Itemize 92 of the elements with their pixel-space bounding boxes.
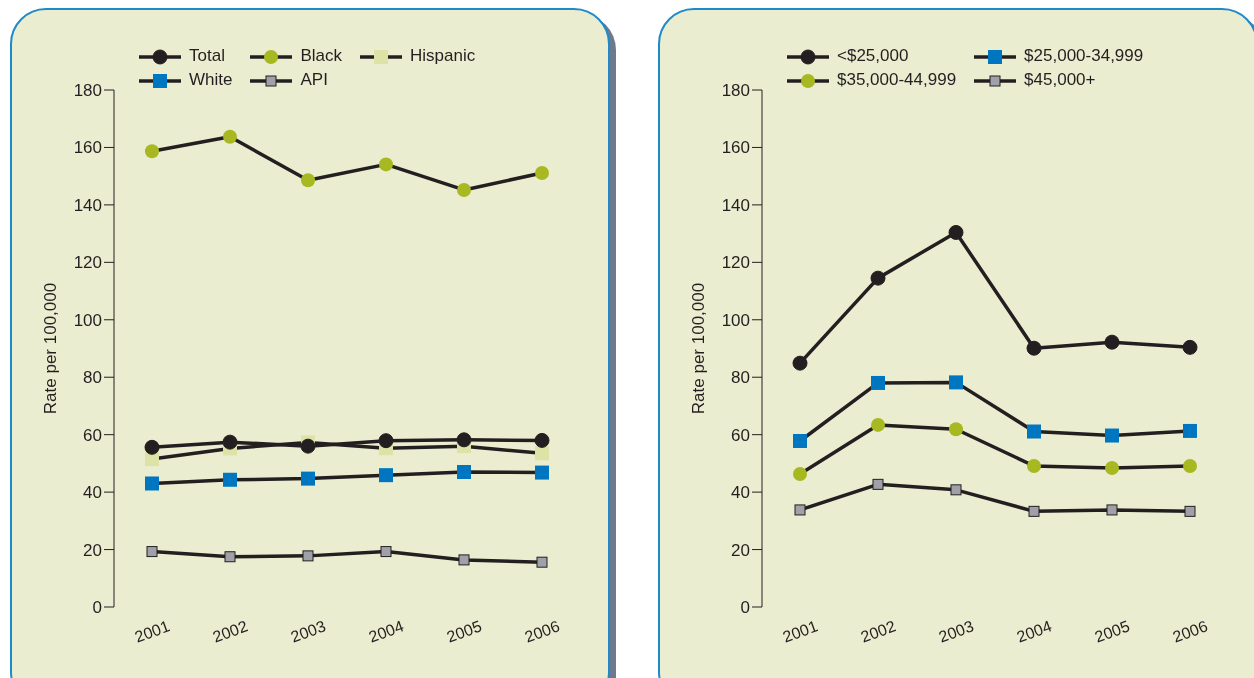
point: [950, 484, 962, 496]
x-tick-label: 2003: [936, 617, 976, 646]
point: [1106, 504, 1118, 516]
point: [1027, 458, 1041, 473]
x-tick-label: 2004: [366, 617, 406, 646]
y-axis-title: Rate per 100,000: [689, 282, 709, 415]
x-tick-label: 2002: [858, 617, 898, 646]
x-tick-label: 2005: [1092, 617, 1132, 646]
point: [1105, 460, 1119, 475]
legend-label: $25,000-34,999: [1023, 46, 1144, 66]
point: [301, 173, 315, 188]
point: [1027, 424, 1041, 439]
x-tick-label: 2003: [288, 617, 328, 646]
legend-label: $35,000-44,999: [836, 70, 957, 90]
point: [794, 504, 806, 516]
x-tick-label: 2001: [780, 617, 820, 646]
x-tick-label: 2006: [1170, 617, 1210, 646]
y-tick-label: 40: [731, 483, 750, 503]
legend-label: White: [188, 70, 233, 90]
point: [1182, 339, 1198, 355]
point: [1183, 458, 1197, 473]
point: [792, 355, 808, 371]
x-tick-label: 2001: [132, 617, 172, 646]
point: [1105, 428, 1119, 443]
x-tick-label: 2004: [1014, 617, 1054, 646]
point: [872, 478, 884, 490]
point: [379, 157, 393, 172]
y-tick-label: 140: [73, 195, 102, 215]
point: [223, 129, 237, 144]
point: [535, 166, 549, 181]
point: [302, 550, 314, 562]
y-tick-label: 20: [731, 540, 750, 560]
point: [456, 432, 472, 448]
point: [949, 375, 963, 390]
point: [457, 182, 471, 197]
y-tick-label: 60: [731, 425, 750, 445]
point: [871, 417, 885, 432]
point: [378, 433, 394, 449]
y-tick-label: 80: [731, 368, 750, 388]
y-tick-label: 0: [92, 598, 102, 618]
legend-label: Black: [299, 46, 343, 66]
point: [145, 144, 159, 159]
legend-label: Total: [188, 46, 226, 66]
y-tick-label: 60: [83, 425, 102, 445]
y-tick-label: 160: [721, 138, 750, 158]
x-tick-label: 2006: [522, 617, 562, 646]
point: [224, 551, 236, 563]
point: [300, 438, 316, 454]
y-tick-label: 100: [721, 310, 750, 330]
y-tick-label: 100: [73, 310, 102, 330]
y-tick-label: 80: [83, 368, 102, 388]
point: [1104, 334, 1120, 350]
y-axis-title: Rate per 100,000: [41, 282, 61, 415]
point: [301, 471, 315, 486]
point: [793, 467, 807, 482]
y-tick-label: 140: [721, 195, 750, 215]
point: [1026, 340, 1042, 356]
point: [223, 472, 237, 487]
point: [380, 546, 392, 558]
point: [146, 546, 158, 558]
point: [379, 468, 393, 483]
y-tick-label: 160: [73, 138, 102, 158]
point: [222, 434, 238, 450]
point: [793, 433, 807, 448]
point: [1028, 505, 1040, 517]
point: [871, 375, 885, 390]
point: [458, 554, 470, 566]
legend-label: API: [299, 70, 329, 90]
y-tick-label: 20: [83, 540, 102, 560]
point: [535, 465, 549, 480]
y-tick-label: 40: [83, 483, 102, 503]
y-tick-label: 180: [721, 81, 750, 101]
point: [145, 476, 159, 491]
point: [1183, 423, 1197, 438]
point: [949, 422, 963, 437]
point: [534, 432, 550, 448]
point: [457, 465, 471, 480]
y-tick-label: 180: [73, 81, 102, 101]
x-tick-label: 2005: [444, 617, 484, 646]
point: [144, 439, 160, 455]
legend-label: Hispanic: [409, 46, 476, 66]
point: [536, 556, 548, 568]
point: [870, 270, 886, 286]
legend-label: $45,000+: [1023, 70, 1097, 90]
x-tick-label: 2002: [210, 617, 250, 646]
y-tick-label: 120: [73, 253, 102, 273]
legend-label: <$25,000: [836, 46, 910, 66]
point: [535, 446, 549, 461]
point: [1184, 505, 1196, 517]
y-tick-label: 0: [740, 598, 750, 618]
y-tick-label: 120: [721, 253, 750, 273]
point: [948, 224, 964, 240]
